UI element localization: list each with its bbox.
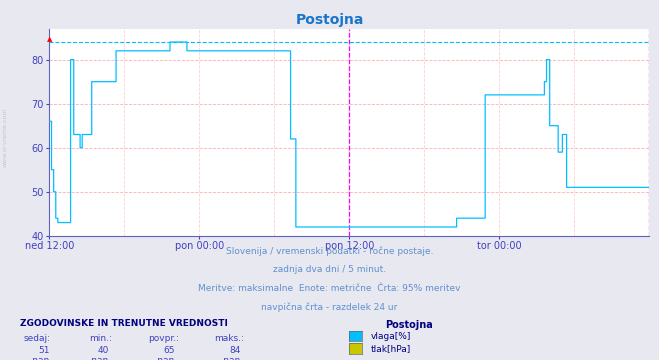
Text: ZGODOVINSKE IN TRENUTNE VREDNOSTI: ZGODOVINSKE IN TRENUTNE VREDNOSTI xyxy=(20,319,227,328)
Text: -nan: -nan xyxy=(29,356,49,360)
Text: vlaga[%]: vlaga[%] xyxy=(371,332,411,341)
Text: maks.:: maks.: xyxy=(214,334,244,343)
Text: www.si-vreme.com: www.si-vreme.com xyxy=(3,107,8,167)
Text: Slovenija / vremenski podatki - ročne postaje.: Slovenija / vremenski podatki - ročne po… xyxy=(226,247,433,256)
Text: tlak[hPa]: tlak[hPa] xyxy=(371,344,411,353)
Text: -nan: -nan xyxy=(154,356,175,360)
Text: 65: 65 xyxy=(163,346,175,355)
Text: -nan: -nan xyxy=(220,356,241,360)
Text: Meritve: maksimalne  Enote: metrične  Črta: 95% meritev: Meritve: maksimalne Enote: metrične Črta… xyxy=(198,284,461,293)
Text: navpična črta - razdelek 24 ur: navpična črta - razdelek 24 ur xyxy=(262,303,397,312)
Text: zadnja dva dni / 5 minut.: zadnja dva dni / 5 minut. xyxy=(273,265,386,274)
Text: 84: 84 xyxy=(229,346,241,355)
Text: 51: 51 xyxy=(38,346,49,355)
Text: -nan: -nan xyxy=(88,356,109,360)
Text: sedaj:: sedaj: xyxy=(23,334,50,343)
Text: ▲: ▲ xyxy=(47,36,52,42)
Text: Postojna: Postojna xyxy=(386,320,433,330)
Text: min.:: min.: xyxy=(89,334,112,343)
Text: 40: 40 xyxy=(98,346,109,355)
Text: povpr.:: povpr.: xyxy=(148,334,179,343)
Text: Postojna: Postojna xyxy=(295,13,364,27)
